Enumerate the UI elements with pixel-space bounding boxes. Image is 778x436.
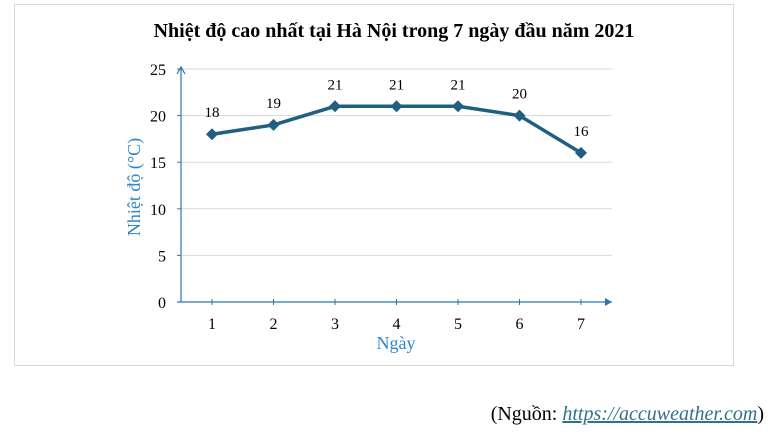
y-tick-label: 10 [150,202,166,219]
y-tick-label: 0 [158,295,166,312]
x-tick-label: 1 [208,316,216,333]
source-note: (Nguồn: https://accuweather.com) [490,403,764,425]
data-label: 18 [205,105,220,121]
data-point-marker [575,146,587,159]
x-tick-label: 5 [454,316,462,333]
data-label: 21 [451,77,466,93]
data-point-marker [390,100,403,113]
x-tick-label: 2 [270,316,278,333]
y-axis-title: Nhiệt độ (°C) [124,138,145,236]
data-point-marker [452,100,464,113]
data-point-marker [206,128,218,141]
data-label: 21 [389,77,404,93]
chart-frame [14,4,734,366]
y-tick-label: 15 [150,155,166,172]
data-point-marker [513,109,526,122]
data-label: 19 [266,96,281,112]
data-label: 21 [328,77,343,93]
x-tick-label: 3 [331,316,339,333]
x-tick-label: 4 [393,316,401,333]
data-point-marker [267,118,280,131]
x-axis-arrow-icon [605,298,612,306]
y-tick-label: 25 [150,62,166,79]
data-label: 20 [512,87,527,103]
y-axis-arrow-icon [176,65,186,75]
y-tick-label: 20 [150,109,166,126]
series-line [211,104,582,155]
data-label: 16 [574,124,590,140]
x-tick-label: 6 [516,316,524,333]
x-axis-title: Ngày [377,333,416,353]
data-point-marker [329,100,341,113]
y-tick-label: 5 [158,248,166,265]
source-link[interactable]: https://accuweather.com [562,403,758,425]
x-tick-label: 7 [577,316,585,333]
chart-title: Nhiệt độ cao nhất tại Hà Nội trong 7 ngà… [154,20,635,42]
